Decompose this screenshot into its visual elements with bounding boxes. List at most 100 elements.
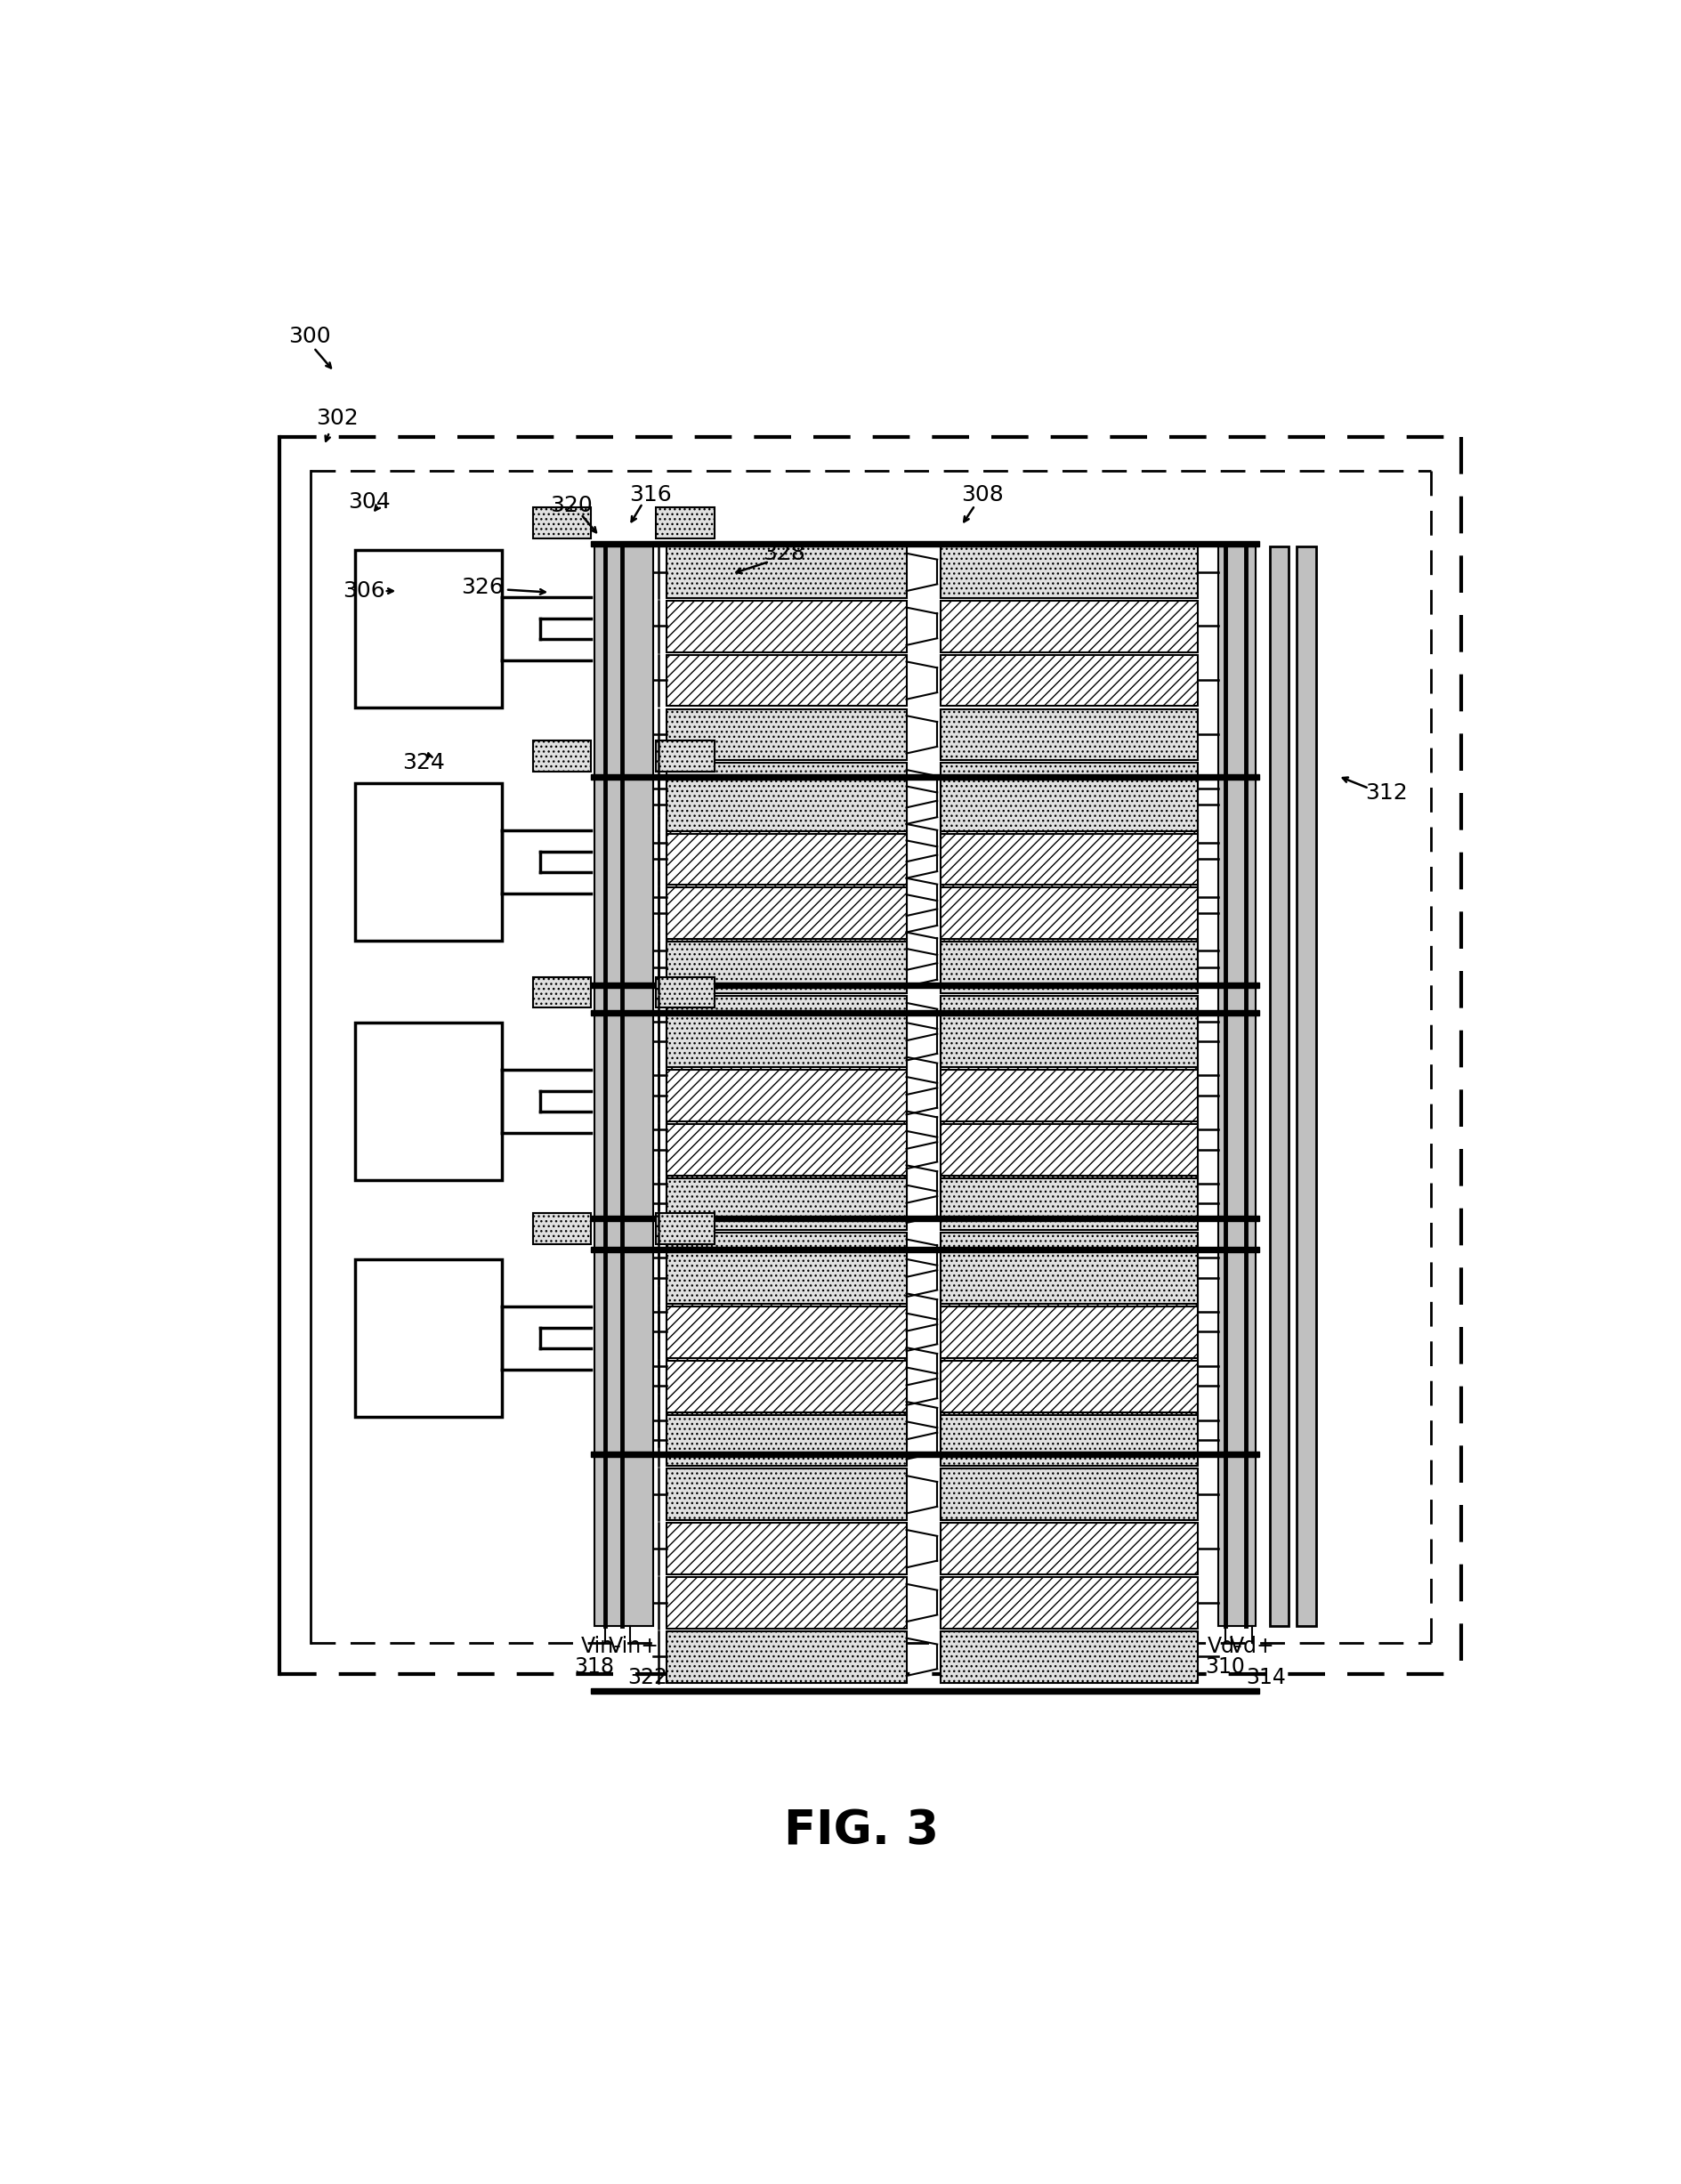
Bar (533, 740, 592, 771)
Text: 310: 310 (1205, 1655, 1246, 1677)
Bar (941, 834, 1197, 885)
Bar (667, 546, 906, 598)
Bar (941, 1306, 1197, 1358)
Bar (667, 1396, 906, 1446)
Bar (592, 1011, 1259, 1016)
Bar (667, 1232, 906, 1284)
Bar (667, 780, 906, 830)
Bar (656, 740, 714, 771)
Text: 302: 302 (316, 408, 358, 428)
Text: FIG. 3: FIG. 3 (783, 1808, 938, 1854)
Bar (656, 1214, 714, 1245)
Bar (355, 1022, 503, 1179)
Bar (1298, 546, 1316, 1625)
Bar (667, 1361, 906, 1413)
Bar (941, 710, 1197, 760)
Bar (941, 1232, 1197, 1284)
Bar (941, 1125, 1197, 1175)
Text: 316: 316 (629, 485, 671, 507)
Bar (667, 1125, 906, 1175)
Bar (941, 601, 1197, 653)
Bar (667, 655, 906, 705)
Bar (667, 926, 906, 976)
Bar (533, 507, 592, 537)
Text: Vin-: Vin- (582, 1636, 622, 1658)
Bar (592, 1214, 1259, 1221)
Text: 306: 306 (343, 581, 385, 603)
Bar (941, 1251, 1197, 1304)
Bar (667, 1522, 906, 1575)
Bar (667, 996, 906, 1048)
Text: 322: 322 (627, 1666, 667, 1688)
Text: 314: 314 (1246, 1666, 1286, 1688)
Bar (941, 1361, 1197, 1413)
Bar (592, 983, 1259, 987)
Bar (941, 1522, 1197, 1575)
Bar (667, 762, 906, 815)
Bar (592, 542, 1259, 546)
Bar (355, 782, 503, 941)
Text: 304: 304 (348, 491, 390, 513)
Bar (592, 773, 1259, 780)
Bar (592, 1452, 1259, 1457)
Bar (941, 1070, 1197, 1120)
Bar (941, 1631, 1197, 1682)
Bar (941, 1286, 1197, 1339)
Bar (667, 1179, 906, 1230)
Bar (941, 655, 1197, 705)
Bar (667, 1306, 906, 1358)
Bar (667, 941, 906, 994)
Bar (667, 1105, 906, 1155)
Bar (355, 550, 503, 708)
Bar (667, 1577, 906, 1629)
Bar (1269, 546, 1289, 1625)
Bar (592, 1247, 1259, 1251)
Bar (667, 710, 906, 760)
Bar (941, 1105, 1197, 1155)
Bar (941, 941, 1197, 994)
Bar (941, 926, 1197, 976)
Bar (533, 976, 592, 1007)
Text: 308: 308 (962, 485, 1004, 507)
Text: Vin+: Vin+ (609, 1636, 659, 1658)
Bar (667, 871, 906, 922)
Bar (941, 1396, 1197, 1446)
Bar (667, 887, 906, 939)
Bar (941, 1470, 1197, 1520)
Text: Vd+: Vd+ (1230, 1636, 1274, 1658)
Bar (592, 1688, 1259, 1693)
Bar (667, 1016, 906, 1068)
Bar (667, 1470, 906, 1520)
Bar (656, 976, 714, 1007)
Bar (667, 1415, 906, 1465)
Text: 326: 326 (461, 577, 504, 598)
Bar (667, 601, 906, 653)
Bar (667, 817, 906, 869)
Bar (941, 1341, 1197, 1391)
Bar (941, 996, 1197, 1048)
Text: 312: 312 (1365, 782, 1409, 804)
Bar (941, 762, 1197, 815)
Bar (667, 834, 906, 885)
Bar (941, 1158, 1197, 1210)
Bar (667, 1286, 906, 1339)
Bar (533, 1214, 592, 1245)
Bar (941, 1415, 1197, 1465)
Bar (1219, 546, 1256, 1625)
Bar (667, 1631, 906, 1682)
Bar (941, 871, 1197, 922)
Bar (941, 817, 1197, 869)
Text: 324: 324 (403, 751, 445, 773)
Text: 318: 318 (575, 1655, 615, 1677)
Bar (667, 1051, 906, 1101)
Bar (355, 1260, 503, 1417)
Text: 300: 300 (289, 325, 331, 347)
Bar (667, 1251, 906, 1304)
Bar (667, 1341, 906, 1391)
Bar (941, 1051, 1197, 1101)
Bar (595, 546, 652, 1625)
Bar (941, 1577, 1197, 1629)
Bar (941, 546, 1197, 598)
Bar (656, 507, 714, 537)
Bar (941, 780, 1197, 830)
